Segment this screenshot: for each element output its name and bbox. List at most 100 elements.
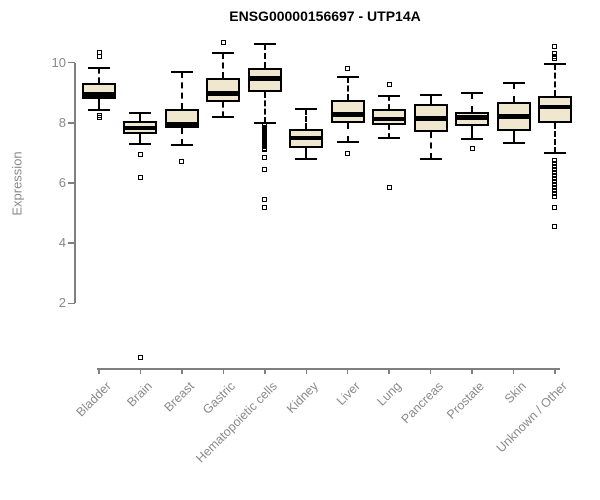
x-axis-tick	[139, 368, 142, 374]
median-prostate	[455, 115, 490, 120]
x-axis-tick	[346, 368, 349, 374]
lower-whisker-breast	[180, 127, 183, 145]
upper-whisker-cap-gastric	[212, 52, 235, 55]
upper-whisker-liver	[346, 76, 349, 100]
median-lung	[372, 116, 407, 122]
outlier-marker-unknown-other	[552, 157, 558, 163]
box-gastric	[206, 77, 241, 103]
y-tick-label: 6	[58, 175, 66, 191]
x-axis-tick	[471, 368, 473, 374]
upper-whisker-cap-hematopoietic-cells	[253, 43, 276, 46]
y-axis-tick	[68, 242, 75, 244]
median-unknown-other	[537, 104, 572, 110]
y-axis-tick	[68, 302, 75, 305]
upper-whisker-bladder	[98, 67, 100, 84]
outlier-marker-hematopoietic-cells	[262, 197, 268, 203]
x-axis-tick	[181, 368, 183, 374]
lower-whisker-cap-gastric	[212, 115, 235, 118]
upper-whisker-pancreas	[429, 95, 432, 104]
lower-whisker-skin	[512, 130, 515, 143]
median-gastric	[206, 91, 241, 96]
x-axis-tick	[222, 368, 225, 374]
upper-whisker-cap-prostate	[461, 92, 484, 95]
lower-whisker-cap-skin	[502, 142, 525, 144]
y-tick-label: 8	[58, 114, 66, 130]
median-brain	[123, 125, 158, 131]
outlier-marker-unknown-other	[552, 176, 558, 181]
upper-whisker-cap-kidney	[295, 108, 318, 111]
outlier-marker-breast	[179, 159, 185, 165]
lower-whisker-cap-hematopoietic-cells	[253, 121, 276, 124]
outlier-marker-bladder	[96, 54, 102, 60]
lower-whisker-hematopoietic-cells	[263, 91, 266, 123]
median-pancreas	[413, 116, 448, 121]
outlier-marker-unknown-other	[552, 43, 558, 49]
median-skin	[496, 114, 531, 119]
upper-whisker-kidney	[305, 109, 308, 129]
lower-whisker-prostate	[471, 125, 474, 139]
x-axis-line	[97, 368, 560, 370]
median-hematopoietic-cells	[247, 76, 282, 81]
x-axis-tick	[429, 368, 432, 374]
outlier-marker-liver	[345, 151, 351, 157]
lower-whisker-cap-prostate	[461, 137, 484, 140]
y-axis-label: Expression	[9, 151, 25, 216]
outlier-marker-unknown-other	[552, 191, 558, 197]
outlier-marker-unknown-other	[552, 169, 558, 175]
outlier-marker-hematopoietic-cells	[262, 204, 268, 210]
lower-whisker-cap-breast	[170, 143, 193, 146]
median-bladder	[82, 92, 116, 97]
upper-whisker-prostate	[471, 93, 474, 112]
outlier-marker-hematopoietic-cells	[262, 147, 268, 153]
upper-whisker-gastric	[222, 53, 225, 78]
outlier-marker-unknown-other	[552, 55, 558, 61]
y-axis-tick	[68, 122, 75, 124]
outlier-marker-lung	[386, 81, 392, 87]
outlier-marker-brain	[137, 354, 143, 360]
lower-whisker-bladder	[98, 99, 100, 110]
outlier-marker-prostate	[469, 146, 475, 152]
upper-whisker-cap-breast	[170, 71, 193, 74]
outlier-marker-hematopoietic-cells	[262, 154, 268, 160]
lower-whisker-cap-pancreas	[419, 158, 442, 161]
outlier-marker-unknown-other	[552, 188, 558, 194]
lower-whisker-gastric	[222, 102, 225, 117]
outlier-marker-liver	[345, 65, 351, 71]
y-axis-tick	[68, 182, 75, 184]
lower-whisker-cap-brain	[129, 142, 152, 145]
outlier-marker-gastric	[220, 39, 226, 45]
outlier-marker-unknown-other	[552, 166, 558, 172]
chart-title: ENSG00000156697 - UTP14A	[229, 8, 421, 24]
outlier-marker-unknown-other	[552, 179, 558, 185]
x-axis-tick	[264, 368, 266, 374]
x-axis-tick	[305, 368, 307, 374]
x-axis-tick	[98, 368, 100, 374]
lower-whisker-liver	[346, 122, 349, 143]
lower-whisker-unknown-other	[553, 123, 556, 153]
upper-whisker-breast	[180, 72, 183, 109]
y-tick-label: 4	[58, 235, 66, 251]
outlier-marker-unknown-other	[552, 173, 558, 178]
outlier-marker-bladder	[96, 114, 102, 120]
upper-whisker-cap-liver	[336, 75, 359, 78]
median-liver	[330, 112, 365, 117]
median-breast	[164, 121, 199, 126]
upper-whisker-hematopoietic-cells	[263, 44, 266, 69]
outlier-marker-unknown-other	[552, 204, 558, 210]
lower-whisker-cap-bladder	[88, 108, 110, 111]
lower-whisker-pancreas	[429, 131, 432, 160]
lower-whisker-brain	[139, 134, 142, 144]
outlier-marker-unknown-other	[552, 194, 558, 200]
upper-whisker-cap-brain	[129, 111, 152, 114]
upper-whisker-cap-unknown-other	[543, 63, 566, 66]
upper-whisker-cap-skin	[502, 81, 525, 84]
outlier-marker-brain	[137, 151, 143, 157]
y-tick-label: 10	[51, 54, 66, 70]
lower-whisker-cap-liver	[336, 141, 359, 144]
outlier-marker-unknown-other	[552, 224, 558, 230]
lower-whisker-lung	[388, 125, 391, 138]
x-axis-tick	[388, 368, 390, 374]
upper-whisker-cap-bladder	[88, 66, 110, 69]
outlier-marker-unknown-other	[552, 185, 558, 191]
